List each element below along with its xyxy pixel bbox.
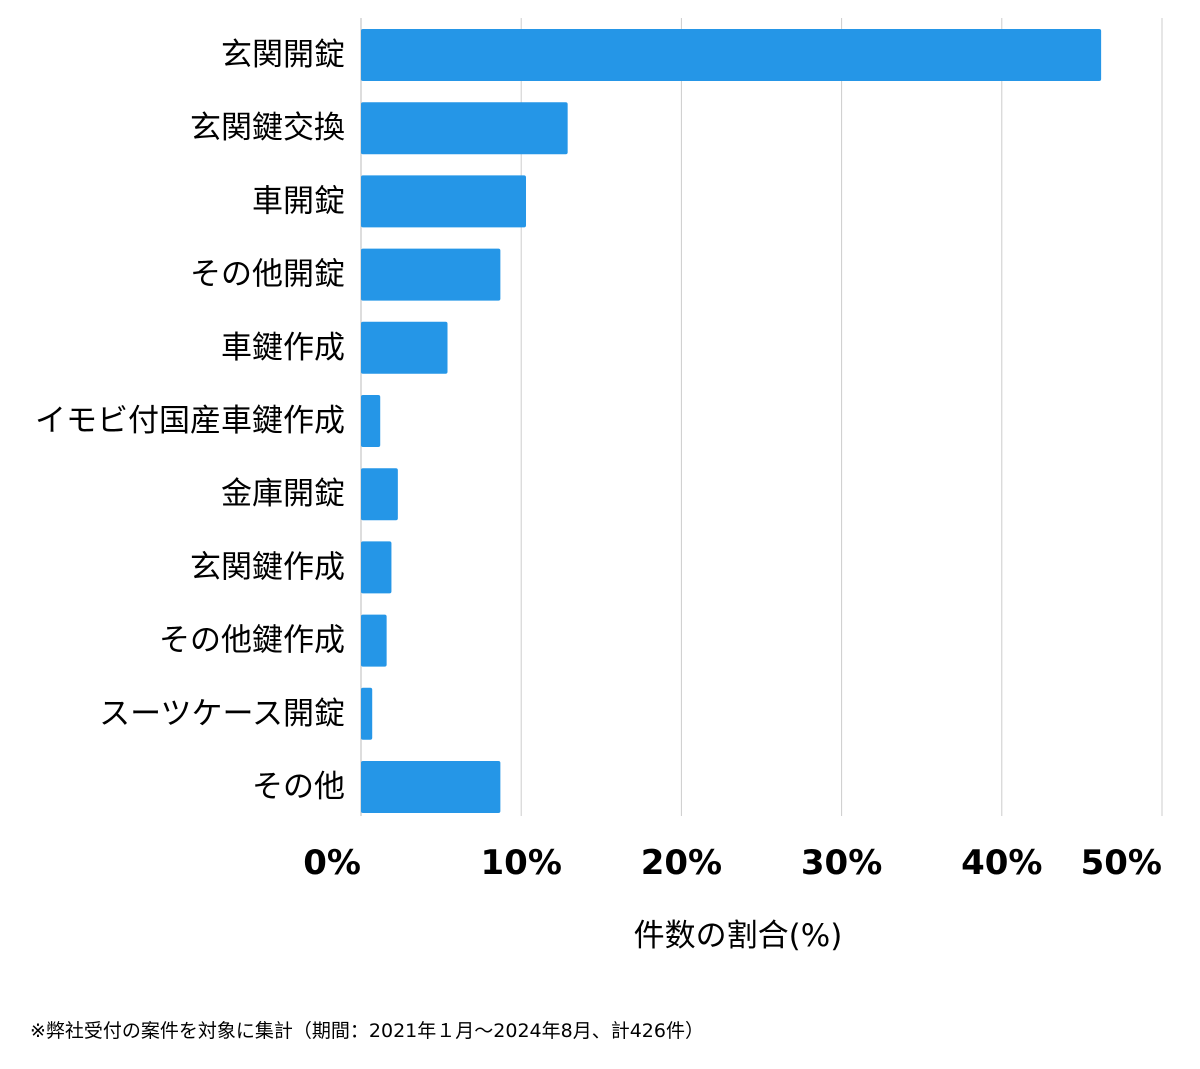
bar <box>361 248 501 301</box>
x-tick-label: 10% <box>481 843 562 883</box>
category-label: 車開錠 <box>252 183 345 219</box>
bar <box>361 321 448 374</box>
footnote: ※弊社受付の案件を対象に集計（期間：2021年１月～2024年8月、計426件） <box>30 1020 704 1042</box>
category-label: 玄関鍵作成 <box>190 549 345 585</box>
x-axis-title: 件数の割合(%) <box>634 918 843 954</box>
x-tick-label: 0% <box>303 843 361 883</box>
category-label: 玄関鍵交換 <box>190 110 345 146</box>
bar-chart: 玄関開錠玄関鍵交換車開錠その他開錠車鍵作成イモビ付国産車鍵作成金庫開錠玄関鍵作成… <box>35 18 1163 954</box>
x-tick-label: 30% <box>801 843 882 883</box>
category-label: イモビ付国産車鍵作成 <box>35 403 345 439</box>
bar <box>361 761 501 813</box>
category-label: 金庫開錠 <box>221 476 345 512</box>
category-label: 車鍵作成 <box>221 330 345 366</box>
category-label: スーツケース開錠 <box>99 696 345 732</box>
bar <box>361 29 1102 81</box>
bar <box>361 687 373 740</box>
bar <box>361 102 568 155</box>
bar <box>361 541 392 594</box>
x-tick-label: 50% <box>1081 843 1162 883</box>
bar <box>361 175 527 228</box>
bar <box>361 395 381 447</box>
x-tick-label: 20% <box>641 843 722 883</box>
chart-svg: 玄関開錠玄関鍵交換車開錠その他開錠車鍵作成イモビ付国産車鍵作成金庫開錠玄関鍵作成… <box>35 18 1163 954</box>
x-tick-label: 40% <box>961 843 1042 883</box>
category-label: 玄関開錠 <box>221 37 345 73</box>
bar <box>361 614 387 667</box>
category-label: その他 <box>252 769 345 805</box>
category-label: その他鍵作成 <box>159 623 345 659</box>
bar <box>361 468 398 521</box>
category-label: その他開錠 <box>190 257 345 293</box>
